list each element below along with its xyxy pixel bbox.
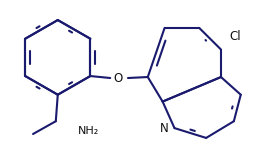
Text: N: N <box>160 122 168 135</box>
Text: O: O <box>113 71 123 84</box>
Text: Cl: Cl <box>229 30 241 43</box>
Text: NH₂: NH₂ <box>78 126 99 136</box>
